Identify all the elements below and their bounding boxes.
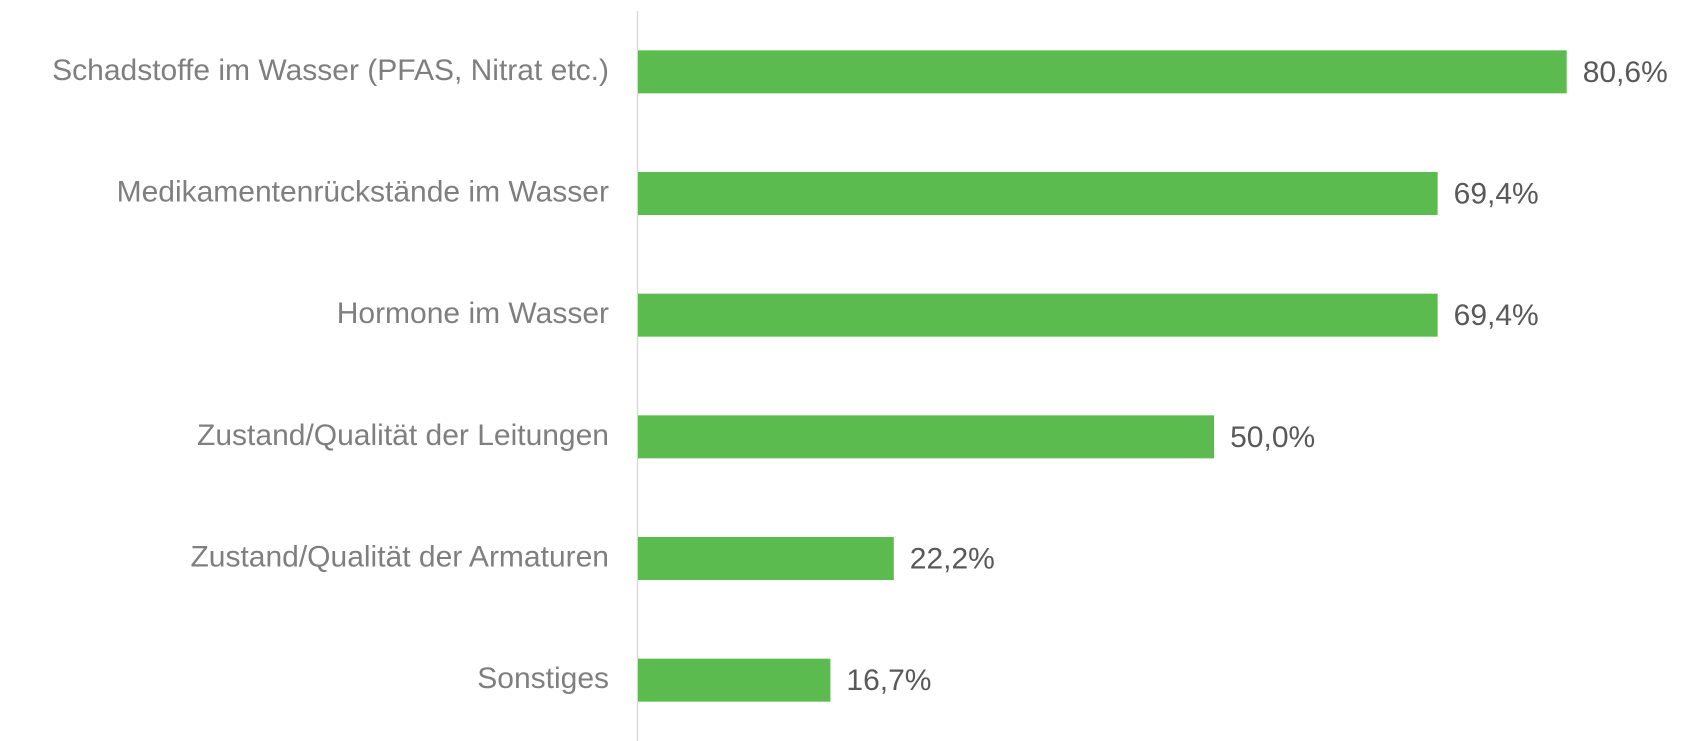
category-label: Zustand/Qualität der Armaturen [190,540,609,573]
bar [638,658,831,702]
category-label: Sonstiges [477,662,609,695]
category-label: Schadstoffe im Wasser (PFAS, Nitrat etc.… [52,54,609,87]
bar [638,50,1567,94]
value-label: 22,2% [910,542,995,575]
category-label: Medikamentenrückstände im Wasser [117,175,609,208]
bar [638,172,1438,215]
value-label: 16,7% [846,664,931,697]
value-label: 80,6% [1583,56,1668,89]
value-label: 69,4% [1454,299,1539,332]
bar [638,537,894,580]
value-label: 50,0% [1230,421,1315,454]
category-label: Zustand/Qualität der Leitungen [197,419,609,452]
value-label: 69,4% [1454,177,1539,210]
bar [638,293,1438,337]
category-label: Hormone im Wasser [337,297,609,330]
bar [638,415,1215,459]
